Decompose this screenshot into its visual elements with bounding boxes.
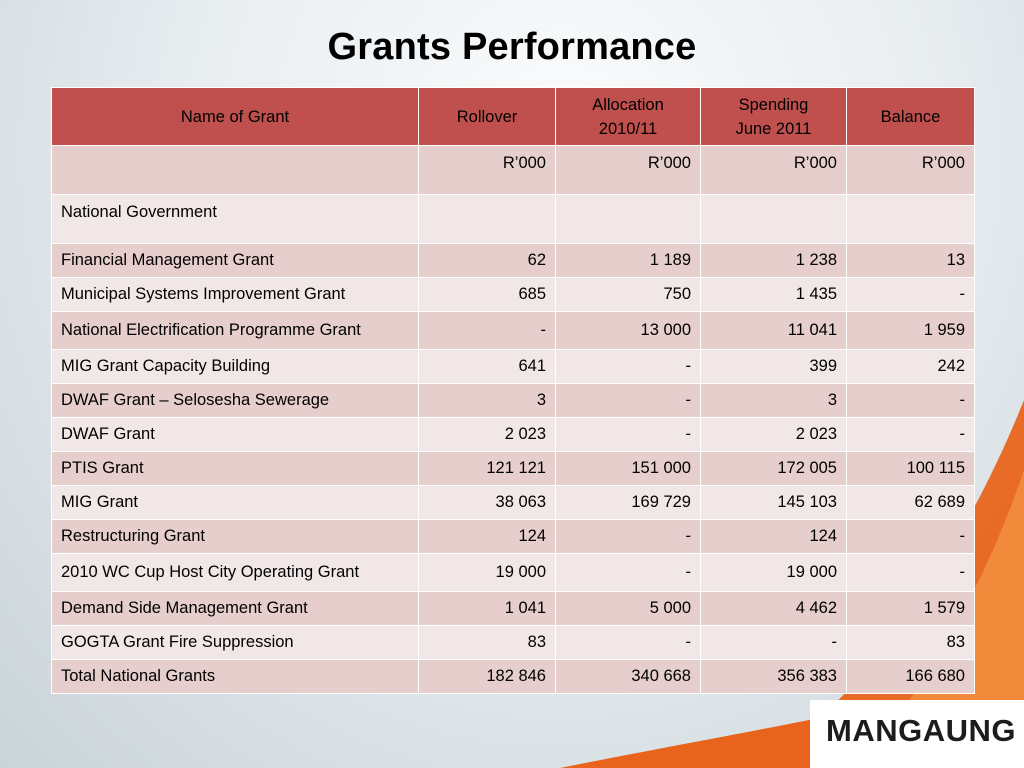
value-cell: [846, 194, 975, 244]
column-header: Balance: [846, 87, 975, 146]
column-header: Spending June 2011: [700, 87, 847, 146]
column-header: Name of Grant: [51, 87, 419, 146]
value-cell: 1 041: [418, 591, 556, 626]
value-cell: 100 115: [846, 451, 975, 486]
value-cell: -: [846, 277, 975, 312]
value-cell: 750: [555, 277, 701, 312]
value-cell: 124: [700, 519, 847, 554]
grant-name-cell: 2010 WC Cup Host City Operating Grant: [51, 553, 419, 592]
grant-name-cell: National Electrification Programme Grant: [51, 311, 419, 350]
table-row: Demand Side Management Grant 1 041 5 000 4 …: [51, 591, 975, 626]
value-cell: -: [846, 553, 975, 592]
grant-name-cell: DWAF Grant – Selosesha Sewerage: [51, 383, 419, 418]
value-cell: 242: [846, 349, 975, 384]
value-cell: 3: [418, 383, 556, 418]
table-row: Municipal Systems Improvement Grant 685 75…: [51, 277, 975, 312]
value-cell: [418, 194, 556, 244]
value-cell: 641: [418, 349, 556, 384]
value-cell: 1 579: [846, 591, 975, 626]
grant-name-cell: DWAF Grant: [51, 417, 419, 452]
value-cell: 166 680: [846, 659, 975, 694]
value-cell: 121 121: [418, 451, 556, 486]
grant-name-cell: [51, 145, 419, 195]
grants-table: Name of Grant Rollover Allocation 2010/11 Sp…: [51, 87, 975, 694]
value-cell: 5 000: [555, 591, 701, 626]
table-row: National Electrification Programme Grant…: [51, 311, 975, 350]
value-cell: R’000: [846, 145, 975, 195]
table-row: 2010 WC Cup Host City Operating Grant 19 …: [51, 553, 975, 592]
value-cell: -: [418, 311, 556, 350]
value-cell: 340 668: [555, 659, 701, 694]
value-cell: 399: [700, 349, 847, 384]
table-row: Total National Grants 182 846 340 668 356 3…: [51, 659, 975, 694]
table-row: MIG Grant 38 063 169 729 145 103 62 689: [51, 485, 975, 520]
value-cell: 19 000: [700, 553, 847, 592]
grant-name-cell: Municipal Systems Improvement Grant: [51, 277, 419, 312]
grant-name-cell: Financial Management Grant: [51, 243, 419, 278]
value-cell: 62: [418, 243, 556, 278]
value-cell: -: [555, 349, 701, 384]
header-row: Name of Grant Rollover Allocation 2010/11 Sp…: [51, 87, 975, 146]
table-row: DWAF Grant 2 023-2 023-: [51, 417, 975, 452]
value-cell: 1 238: [700, 243, 847, 278]
value-cell: -: [846, 417, 975, 452]
value-cell: 2 023: [700, 417, 847, 452]
value-cell: 172 005: [700, 451, 847, 486]
value-cell: 356 383: [700, 659, 847, 694]
value-cell: 19 000: [418, 553, 556, 592]
table-row: GOGTA Grant Fire Suppression 83- -83: [51, 625, 975, 660]
value-cell: -: [846, 383, 975, 418]
mangaung-logo: MANGAUNG: [826, 713, 1016, 748]
units-row: R’000 R’000 R’000 R’000: [51, 145, 975, 195]
value-cell: 1 959: [846, 311, 975, 350]
value-cell: 124: [418, 519, 556, 554]
grant-name-cell: Restructuring Grant: [51, 519, 419, 554]
table-row: Financial Management Grant 62 1 189 1 238 13: [51, 243, 975, 278]
page-title: Grants Performance: [327, 26, 697, 68]
grant-name-cell: MIG Grant: [51, 485, 419, 520]
value-cell: 4 462: [700, 591, 847, 626]
value-cell: -: [555, 553, 701, 592]
grant-name-cell: Demand Side Management Grant: [51, 591, 419, 626]
table-row: DWAF Grant – Selosesha Sewerage 3-3-: [51, 383, 975, 418]
value-cell: 83: [846, 625, 975, 660]
value-cell: 1 189: [555, 243, 701, 278]
value-cell: [700, 194, 847, 244]
value-cell: -: [700, 625, 847, 660]
value-cell: 1 435: [700, 277, 847, 312]
value-cell: 145 103: [700, 485, 847, 520]
value-cell: 13: [846, 243, 975, 278]
value-cell: 62 689: [846, 485, 975, 520]
column-header: Rollover: [418, 87, 556, 146]
grant-name-cell: National Government: [51, 194, 419, 244]
grant-name-cell: Total National Grants: [51, 659, 419, 694]
grant-name-cell: PTIS Grant: [51, 451, 419, 486]
value-cell: 38 063: [418, 485, 556, 520]
table-row: MIG Grant Capacity Building 641-399 242: [51, 349, 975, 384]
value-cell: 151 000: [555, 451, 701, 486]
value-cell: 11 041: [700, 311, 847, 350]
value-cell: -: [555, 625, 701, 660]
value-cell: 3: [700, 383, 847, 418]
value-cell: 83: [418, 625, 556, 660]
value-cell: R’000: [418, 145, 556, 195]
value-cell: -: [846, 519, 975, 554]
column-header: Allocation 2010/11: [555, 87, 701, 146]
value-cell: R’000: [700, 145, 847, 195]
value-cell: 182 846: [418, 659, 556, 694]
grant-name-cell: MIG Grant Capacity Building: [51, 349, 419, 384]
table-row: Restructuring Grant 124-124-: [51, 519, 975, 554]
value-cell: [555, 194, 701, 244]
value-cell: R’000: [555, 145, 701, 195]
table-row: PTIS Grant 121 121 151 000 172 005 100 115: [51, 451, 975, 486]
value-cell: 2 023: [418, 417, 556, 452]
value-cell: 13 000: [555, 311, 701, 350]
section-row: National Government: [51, 194, 975, 244]
value-cell: 169 729: [555, 485, 701, 520]
value-cell: -: [555, 383, 701, 418]
value-cell: 685: [418, 277, 556, 312]
value-cell: -: [555, 519, 701, 554]
grant-name-cell: GOGTA Grant Fire Suppression: [51, 625, 419, 660]
value-cell: -: [555, 417, 701, 452]
